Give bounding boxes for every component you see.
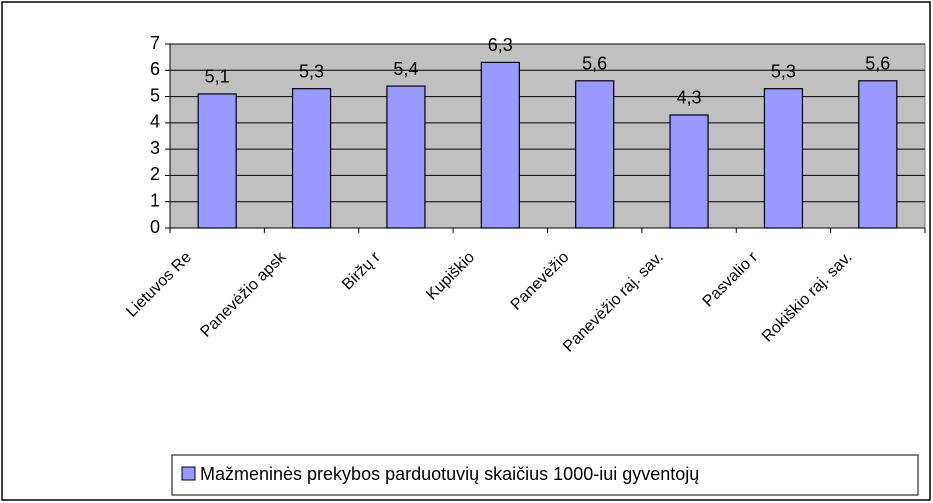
legend-label: Mažmeninės prekybos parduotuvių skaičius… bbox=[200, 464, 699, 484]
value-label: 6,3 bbox=[488, 35, 513, 55]
value-label: 5,6 bbox=[865, 54, 890, 74]
value-label: 5,1 bbox=[205, 67, 230, 87]
value-label: 4,3 bbox=[677, 88, 702, 108]
bar bbox=[763, 88, 804, 229]
bar bbox=[669, 114, 709, 229]
value-label: 5,3 bbox=[771, 61, 796, 81]
y-tick-label: 4 bbox=[150, 112, 160, 132]
bar bbox=[858, 80, 898, 229]
y-tick-label: 6 bbox=[150, 59, 160, 79]
legend-box bbox=[171, 454, 919, 496]
value-label: 5,4 bbox=[393, 59, 418, 79]
y-tick-label: 1 bbox=[150, 190, 160, 210]
y-tick-label: 5 bbox=[150, 85, 160, 105]
bar bbox=[480, 61, 520, 229]
bar bbox=[197, 93, 237, 229]
bar bbox=[386, 85, 426, 229]
y-tick-label: 0 bbox=[150, 217, 160, 237]
y-tick-label: 7 bbox=[150, 33, 160, 53]
y-tick-label: 2 bbox=[150, 164, 160, 184]
legend-swatch bbox=[181, 466, 196, 481]
bar bbox=[291, 88, 332, 229]
bar bbox=[575, 80, 615, 229]
value-label: 5,6 bbox=[582, 54, 607, 74]
y-tick-label: 3 bbox=[150, 138, 160, 158]
value-label: 5,3 bbox=[299, 61, 324, 81]
plot-area bbox=[169, 43, 926, 229]
